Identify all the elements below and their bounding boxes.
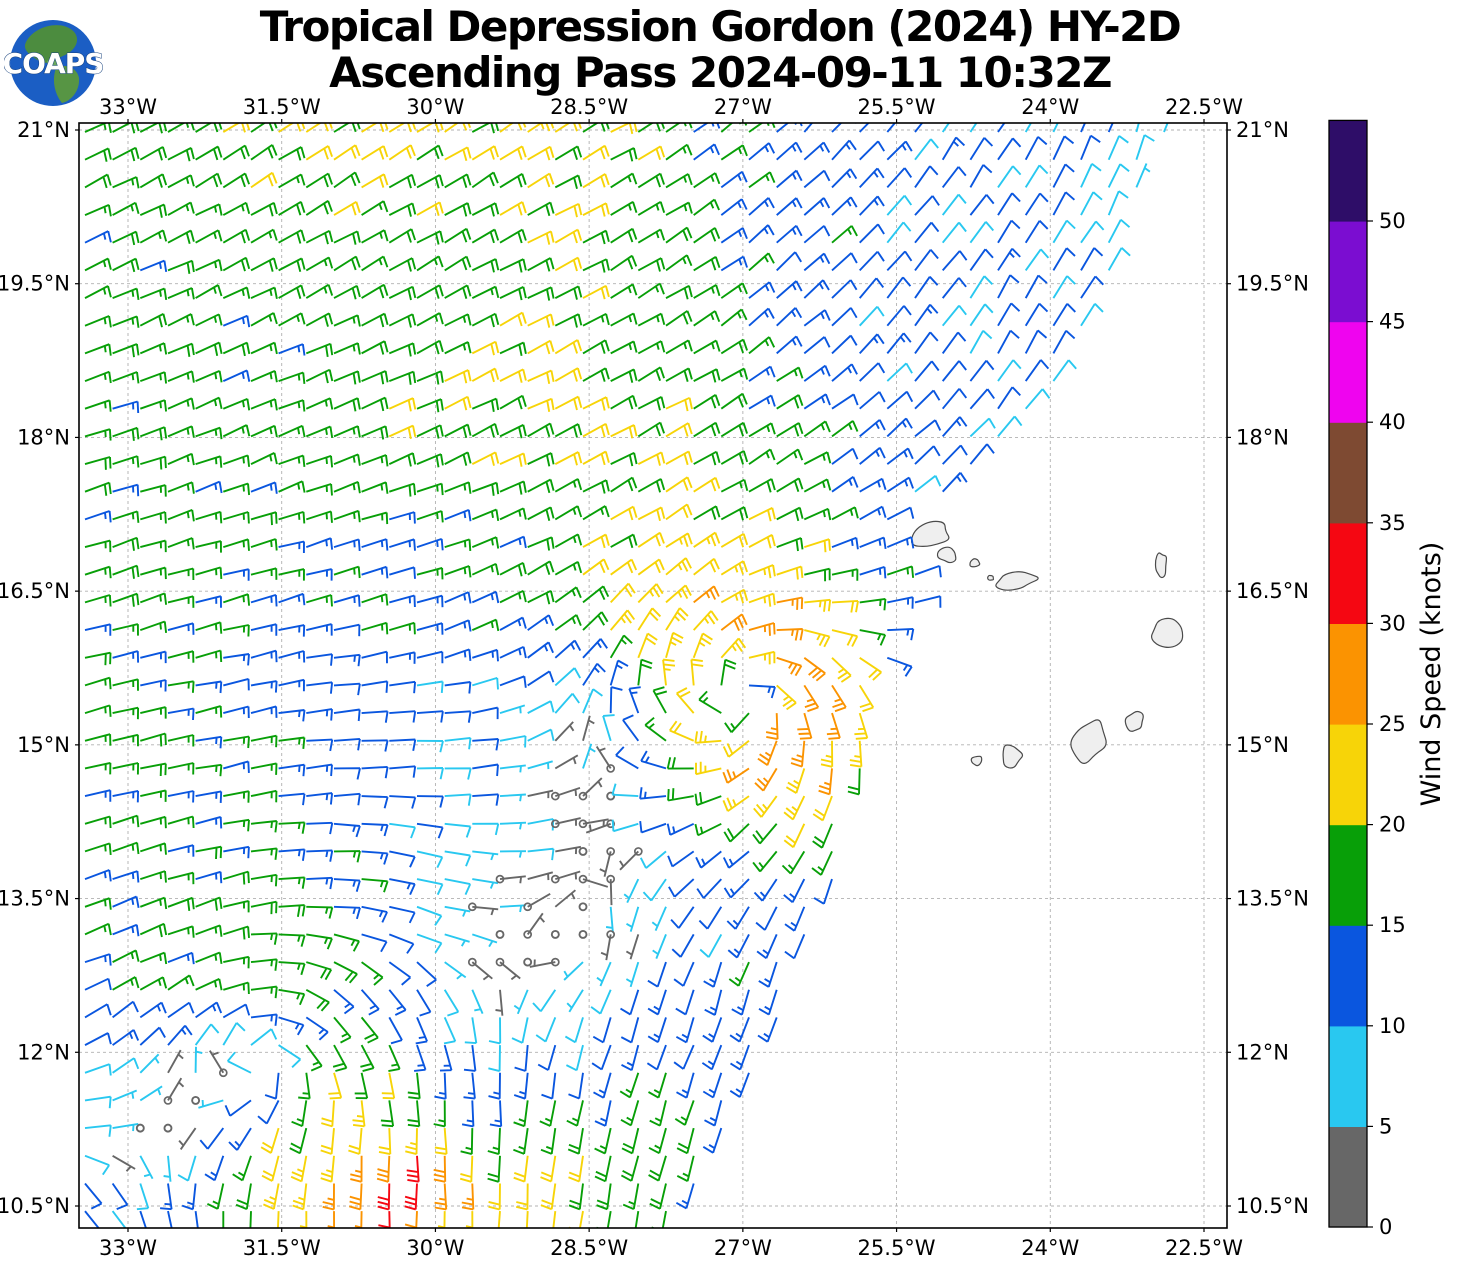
colorbar-segment xyxy=(1329,623,1367,725)
y-tick-label-left: 10.5°N xyxy=(0,1194,70,1218)
y-tick-label-right: 10.5°N xyxy=(1236,1194,1309,1218)
island xyxy=(910,520,950,547)
coaps-logo-text: COAPS xyxy=(4,47,103,80)
y-tick-label-left: 12°N xyxy=(17,1040,70,1064)
colorbar-segment xyxy=(1329,1126,1367,1228)
island xyxy=(970,755,983,767)
y-tick-label-left: 16.5°N xyxy=(0,579,70,603)
y-tick-label-right: 12°N xyxy=(1236,1040,1289,1064)
plot-frame xyxy=(78,122,1228,1229)
colorbar-axis-label: Wind Speed (knots) xyxy=(1416,542,1447,807)
island xyxy=(936,546,957,564)
logo-landmass-detail xyxy=(46,59,61,70)
colorbar-segment xyxy=(1329,321,1367,423)
colorbar-tick-label: 35 xyxy=(1379,511,1406,535)
x-tick-label-bottom: 33°W xyxy=(99,1236,157,1260)
title-line-1: Tropical Depression Gordon (2024) HY-2D xyxy=(259,2,1182,51)
y-tick-label-left: 19.5°N xyxy=(0,272,70,296)
island xyxy=(969,558,981,568)
colorbar-tick-label: 45 xyxy=(1379,310,1406,334)
x-tick-label-bottom: 31.5°W xyxy=(243,1236,321,1260)
y-tick-label-right: 15°N xyxy=(1236,733,1289,757)
coaps-logo: COAPS xyxy=(4,20,104,106)
x-tick-label-top: 24°W xyxy=(1021,95,1079,119)
x-tick-label-bottom: 22.5°W xyxy=(1165,1236,1243,1260)
y-tick-label-right: 19.5°N xyxy=(1236,272,1309,296)
y-tick-label-left: 15°N xyxy=(17,733,70,757)
island xyxy=(1124,710,1144,732)
y-tick-label-left: 21°N xyxy=(17,118,70,142)
colorbar-segment xyxy=(1329,724,1367,826)
colorbar-segment xyxy=(1329,422,1367,524)
title-line-2: Ascending Pass 2024-09-11 10:32Z xyxy=(329,48,1112,97)
x-tick-label-bottom: 30°W xyxy=(406,1236,464,1260)
island xyxy=(1154,552,1168,579)
colorbar-tick-label: 50 xyxy=(1379,209,1406,233)
plot-title: Tropical Depression Gordon (2024) HY-2D … xyxy=(100,4,1340,96)
colorbar-segment xyxy=(1329,522,1367,624)
x-tick-label-top: 31.5°W xyxy=(243,95,321,119)
grid-lines xyxy=(79,123,1227,1228)
x-tick-label-top: 28.5°W xyxy=(550,95,628,119)
logo-landmass-north xyxy=(24,25,78,63)
colorbar: 0 5 10 15 20 25 30 35 40 45 50 Wind Speed (knots) xyxy=(1328,119,1447,1239)
colorbar-tick-label: 30 xyxy=(1379,611,1406,635)
islands-layer xyxy=(910,520,1184,769)
logo-landmass-south xyxy=(53,66,80,103)
colorbar-segment xyxy=(1329,120,1367,222)
y-tick-label-left: 18°N xyxy=(17,425,70,449)
island xyxy=(1070,719,1107,764)
colorbar-segment xyxy=(1329,824,1367,926)
x-tick-label-bottom: 25.5°W xyxy=(858,1236,936,1260)
x-tick-label-top: 22.5°W xyxy=(1165,95,1243,119)
island xyxy=(995,571,1039,591)
colorbar-tick-label: 15 xyxy=(1379,913,1406,937)
island xyxy=(1150,617,1184,648)
colorbar-tick-label: 10 xyxy=(1379,1014,1406,1038)
x-tick-label-top: 25.5°W xyxy=(858,95,936,119)
x-tick-label-bottom: 28.5°W xyxy=(550,1236,628,1260)
colorbar-tick-label: 40 xyxy=(1379,410,1406,434)
colorbar-tick-label: 0 xyxy=(1379,1215,1392,1239)
colorbar-segment xyxy=(1329,1025,1367,1127)
y-tick-label-right: 21°N xyxy=(1236,118,1289,142)
y-tick-label-right: 18°N xyxy=(1236,425,1289,449)
y-tick-label-right: 13.5°N xyxy=(1236,887,1309,911)
island xyxy=(987,574,995,581)
x-tick-label-bottom: 27°W xyxy=(714,1236,772,1260)
island xyxy=(1002,744,1024,769)
x-tick-label-top: 27°W xyxy=(714,95,772,119)
x-tick-label-bottom: 24°W xyxy=(1021,1236,1079,1260)
wind-barb-field xyxy=(84,123,1169,1228)
colorbar-tick-label: 5 xyxy=(1379,1114,1392,1138)
colorbar-segment xyxy=(1329,925,1367,1027)
y-tick-label-left: 13.5°N xyxy=(0,887,70,911)
colorbar-tick-label: 25 xyxy=(1379,712,1406,736)
colorbar-tick-label: 20 xyxy=(1379,813,1406,837)
colorbar-segment xyxy=(1329,221,1367,323)
axis-ticks-and-labels: 33°W 33°W 31.5°W 31.5°W 30°W 30°W 28.5°W 28.5°W… xyxy=(0,95,1309,1260)
y-tick-label-right: 16.5°N xyxy=(1236,579,1309,603)
x-tick-label-top: 30°W xyxy=(406,95,464,119)
x-tick-label-top: 33°W xyxy=(99,95,157,119)
